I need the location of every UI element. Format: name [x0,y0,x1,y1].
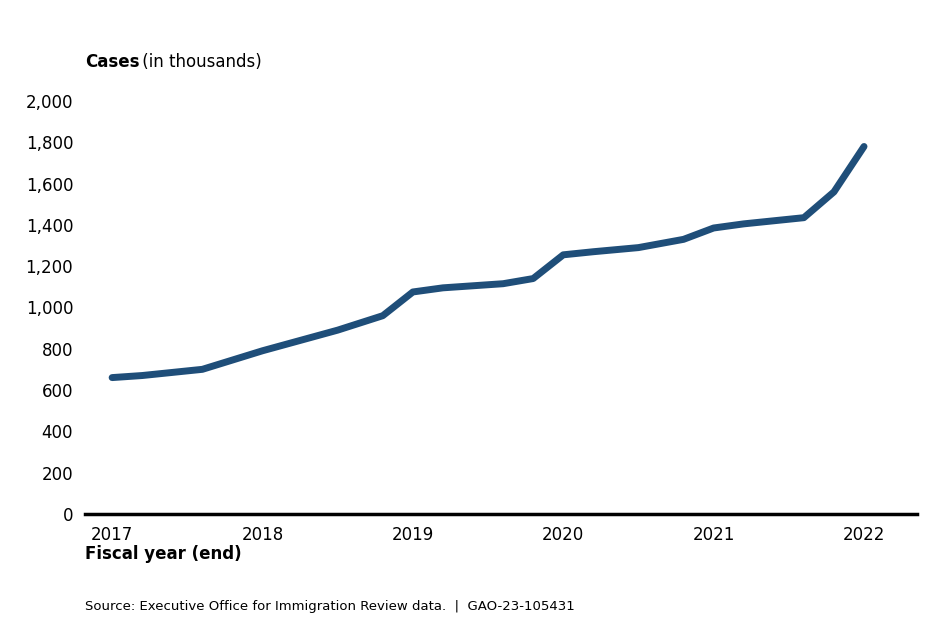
Text: Source: Executive Office for Immigration Review data.  |  GAO-23-105431: Source: Executive Office for Immigration… [85,600,574,613]
Text: (in thousands): (in thousands) [137,53,261,71]
Text: Fiscal year (end): Fiscal year (end) [85,545,242,563]
Text: Cases: Cases [85,53,140,71]
